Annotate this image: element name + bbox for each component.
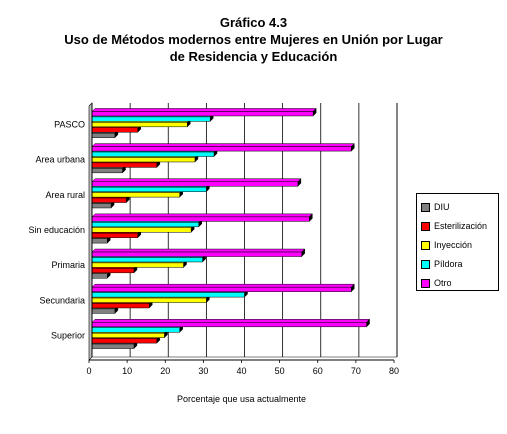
legend-item-esterilizacion: Esterilización [421,220,487,232]
bar-front-face [91,157,196,163]
bar-top-face [91,283,355,288]
x-tick-label-50: 50 [275,366,285,376]
bar-top-face [91,143,355,147]
bar-front-face [91,257,203,263]
bar-front-face [91,338,158,344]
legend-item-otro: Otro [421,277,452,289]
chart-title: Gráfico 4.3 [219,15,288,30]
x-tick-label-40: 40 [236,366,246,376]
bar-superior-otro [91,318,371,328]
bar-front-face [91,162,158,168]
bar-top-face [91,319,371,323]
legend-label-diu: DIU [434,202,450,212]
legend: DIU Esterilización Inyección Píldora Otro [416,193,499,291]
x-tick-label-20: 20 [160,366,170,376]
bar-front-face [91,186,207,192]
bar-front-face [91,132,116,138]
chart-subtitle-line-1: Uso de Métodos modernos entre Mujeres en… [64,32,443,47]
bar-front-face [91,343,135,349]
legend-item-inyeccion: Inyección [421,239,472,251]
bar-front-face [91,322,367,328]
legend-swatch-inyeccion [421,240,430,250]
x-axis-label: Porcentaje que usa actualmente [177,394,306,404]
bar-front-face [91,292,245,298]
bar-front-face [91,146,352,152]
y-category-label-primaria: Primaria [51,260,85,270]
bar-front-face [91,222,199,228]
bar-front-face [91,168,123,174]
bar-front-face [91,232,138,238]
y-category-label-superior: Superior [51,330,85,340]
bar-area-urbana-otro [91,143,355,152]
legend-item-pildora: Píldora [421,258,463,270]
bar-front-face [91,216,310,222]
bar-front-face [91,262,184,268]
bar-pasco-otro [91,107,317,117]
legend-swatch-pildora [421,259,430,269]
y-category-label-secundaria: Secundaria [39,295,85,305]
bar-front-face [91,192,180,198]
bar-front-face [91,268,135,274]
x-tick-label-70: 70 [351,366,361,376]
bar-front-face [91,327,180,333]
x-tick-labels: 0 10 20 30 40 50 60 70 80 [86,360,399,376]
bar-front-face [91,181,299,187]
bar-front-face [91,286,352,292]
legend-label-pildora: Píldora [434,259,463,269]
x-tick-label-30: 30 [198,366,208,376]
bar-front-face [91,308,116,314]
legend-swatch-otro [421,278,430,288]
bar-front-face [91,122,188,128]
bar-front-face [91,116,211,122]
bar-front-face [91,151,215,157]
chart-subtitle-line-2: de Residencia y Educación [169,49,338,64]
bar-sin-educacion-otro [91,213,313,222]
bar-front-face [91,227,192,233]
bar-front-face [91,238,108,244]
y-category-labels: PASCO Area urbana Area rural Sin educación P… [28,120,85,341]
legend-item-diu: DIU [421,201,450,213]
x-tick-label-0: 0 [86,366,91,376]
bar-front-face [91,251,302,257]
bar-top-face [91,108,317,112]
x-tick-label-10: 10 [122,366,132,376]
bar-front-face [91,127,138,133]
legend-label-otro: Otro [434,278,452,288]
legend-swatch-esterilizacion [421,221,430,231]
x-tick-label-60: 60 [313,366,323,376]
legend-label-inyeccion: Inyección [434,240,473,250]
legend-swatch-diu [421,202,430,212]
y-category-label-area-rural: Area rural [45,190,85,200]
bar-primaria-otro [91,248,306,258]
legend-label-esterilizacion: Esterilización [434,221,488,231]
bar-front-face [91,273,108,279]
y-category-label-pasco: PASCO [54,120,85,130]
bar-front-face [91,303,150,309]
y-category-label-area-urbana: Area urbana [35,155,85,165]
y-category-label-sin-educacion: Sin educación [28,225,85,235]
x-tick-label-80: 80 [389,366,399,376]
bar-front-face [91,203,112,209]
chart-title-block: Gráfico 4.3 Uso de Métodos modernos entr… [0,14,507,65]
bar-front-face [91,332,165,338]
bar-top-face [91,213,313,218]
bar-front-face [91,297,207,303]
bar-front-face [91,111,314,117]
bar-area-rural-otro [91,178,302,187]
bar-top-face [91,248,306,253]
bar-secundaria-otro [91,283,355,293]
bar-top-face [91,178,302,182]
bar-front-face [91,197,127,203]
